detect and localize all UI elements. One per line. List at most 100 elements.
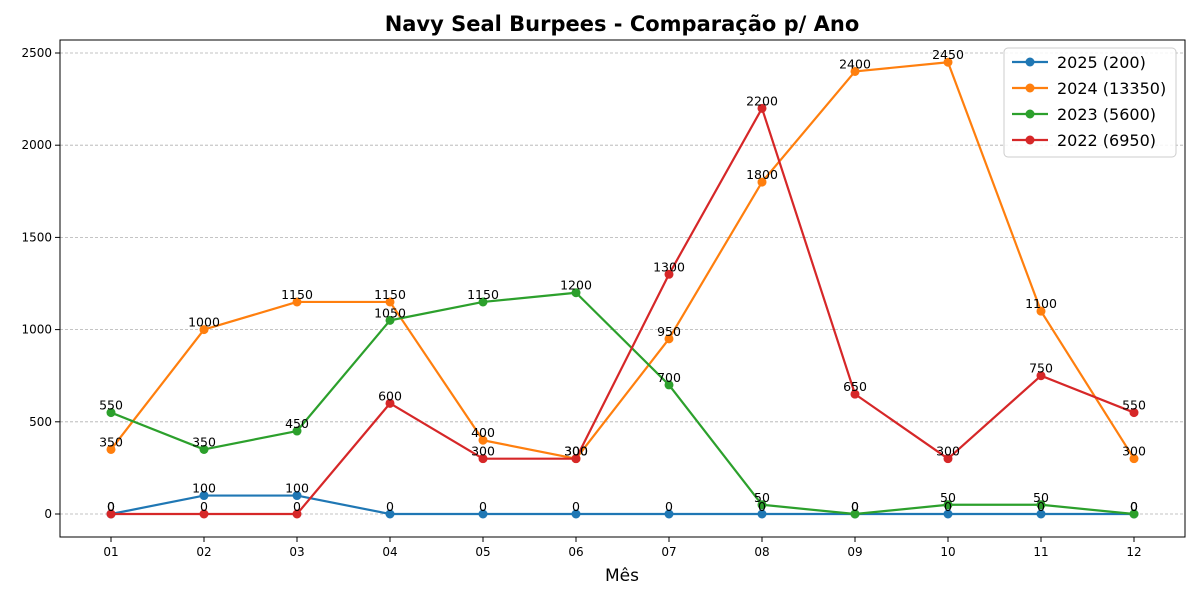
legend-marker	[1025, 109, 1035, 119]
data-label: 1100	[1025, 296, 1057, 311]
data-point	[385, 297, 395, 307]
data-label: 1150	[467, 287, 499, 302]
legend-label: 2024 (13350)	[1057, 79, 1166, 98]
data-point	[943, 509, 953, 519]
x-tick-label: 08	[754, 545, 769, 559]
data-point	[292, 509, 302, 519]
data-point	[478, 297, 488, 307]
data-point	[478, 435, 488, 445]
data-label: 2450	[932, 47, 964, 62]
x-tick-label: 11	[1033, 545, 1048, 559]
data-label: 300	[564, 444, 588, 459]
data-point	[664, 380, 674, 390]
data-label: 0	[200, 499, 208, 514]
y-tick-label: 1000	[21, 323, 52, 337]
data-label: 350	[99, 434, 123, 449]
data-label: 0	[944, 499, 952, 514]
data-point	[292, 297, 302, 307]
data-label: 650	[843, 379, 867, 394]
data-label: 1150	[281, 287, 313, 302]
data-point	[1036, 306, 1046, 316]
data-label: 300	[564, 444, 588, 459]
x-tick-label: 06	[568, 545, 583, 559]
x-tick-label: 12	[1126, 545, 1141, 559]
legend-entry: 2024 (13350)	[1012, 79, 1166, 98]
data-point	[385, 315, 395, 325]
data-label: 0	[1037, 499, 1045, 514]
data-label: 0	[665, 499, 673, 514]
y-tick-label: 1500	[21, 230, 52, 244]
data-point	[943, 57, 953, 67]
data-label: 300	[936, 444, 960, 459]
chart-title: Navy Seal Burpees - Comparação p/ Ano	[385, 12, 860, 36]
data-point	[1129, 509, 1139, 519]
series-line	[110, 61, 1135, 460]
data-label: 0	[479, 499, 487, 514]
data-point	[757, 177, 767, 187]
data-label: 450	[285, 416, 309, 431]
data-point	[1036, 509, 1046, 519]
legend-marker	[1025, 83, 1035, 93]
data-point	[571, 288, 581, 298]
series-layer	[106, 57, 1139, 519]
series-line	[111, 107, 1135, 516]
x-tick-label: 04	[382, 545, 397, 559]
data-label: 350	[192, 434, 216, 449]
x-tick-label: 10	[940, 545, 955, 559]
data-point	[571, 509, 581, 519]
x-tick-label: 03	[289, 545, 304, 559]
data-label: 50	[754, 490, 770, 505]
data-label: 1000	[188, 315, 220, 330]
data-point	[1036, 371, 1046, 381]
legend-box	[1003, 47, 1177, 158]
data-label: 0	[851, 499, 859, 514]
data-label: 50	[1033, 490, 1049, 505]
data-label: 100	[285, 481, 309, 496]
data-label: 100	[192, 481, 216, 496]
data-label: 1800	[746, 167, 778, 182]
x-axis-label: Mês	[605, 566, 639, 586]
legend-label: 2022 (6950)	[1057, 131, 1156, 150]
data-point	[385, 509, 395, 519]
data-point	[943, 454, 953, 464]
data-point	[106, 444, 116, 454]
data-label: 0	[107, 499, 115, 514]
data-label: 2200	[746, 93, 778, 108]
series-line	[110, 291, 1135, 516]
legend-entry: 2025 (200)	[1012, 53, 1146, 72]
y-tick-label: 0	[44, 507, 52, 521]
data-point	[850, 389, 860, 399]
x-tick-label: 01	[103, 545, 118, 559]
data-label: 0	[386, 499, 394, 514]
data-point	[1129, 408, 1139, 418]
data-label: 1150	[374, 287, 406, 302]
data-label: 600	[378, 388, 402, 403]
data-label: 550	[1122, 398, 1146, 413]
data-point	[478, 454, 488, 464]
plot-frame	[59, 39, 1186, 538]
y-tick-label: 2000	[21, 138, 52, 152]
data-point	[478, 509, 488, 519]
data-label: 950	[657, 324, 681, 339]
data-point	[757, 500, 767, 510]
data-label: 0	[1130, 499, 1138, 514]
data-point	[199, 325, 209, 335]
data-label: 750	[1029, 361, 1053, 376]
y-tick-label: 500	[29, 415, 52, 429]
x-tick-label: 02	[196, 545, 211, 559]
series-line	[110, 494, 1134, 516]
data-label: 300	[471, 444, 495, 459]
legend-marker	[1025, 57, 1035, 67]
data-point	[199, 509, 209, 519]
data-label: 300	[1122, 444, 1146, 459]
legend-entry: 2023 (5600)	[1012, 105, 1156, 124]
data-label: 550	[99, 398, 123, 413]
data-point	[850, 509, 860, 519]
data-label: 2400	[839, 56, 871, 71]
data-label: 700	[657, 370, 681, 385]
data-point	[850, 66, 860, 76]
data-point	[385, 398, 395, 408]
